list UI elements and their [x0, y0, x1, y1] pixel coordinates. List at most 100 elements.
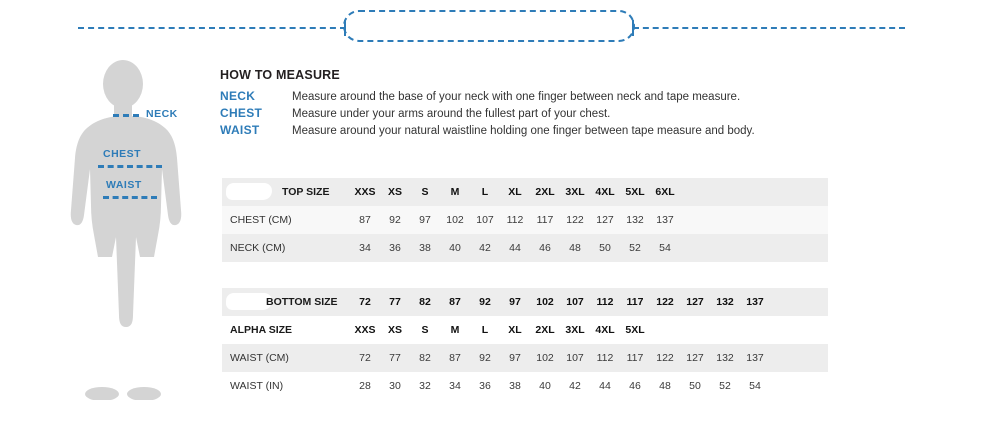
- table-cell: XL: [508, 324, 522, 336]
- table-cell: 46: [629, 380, 641, 392]
- bottom-size-column-header: 132: [716, 296, 734, 308]
- table-cell: 127: [596, 214, 614, 226]
- bottom-size-column-header: 92: [479, 296, 491, 308]
- bottom-size-table: BOTTOM SIZE 72 77 82 87 92 97 102 107 112 117 122 1…: [222, 288, 828, 400]
- table-cell: 50: [689, 380, 701, 392]
- top-size-column-header: 5XL: [625, 186, 645, 198]
- table-cell: 132: [716, 352, 734, 364]
- measure-instruction-row: WAIST Measure around your natural waistl…: [220, 123, 920, 137]
- table-cell: 46: [539, 242, 551, 254]
- table-cell: 52: [629, 242, 641, 254]
- tape-loop-cap-left: [344, 20, 346, 36]
- table-header-row: BOTTOM SIZE 72 77 82 87 92 97 102 107 112 117 122 1…: [222, 288, 828, 316]
- measure-instruction-row: CHEST Measure under your arms around the…: [220, 106, 920, 120]
- top-size-column-header: 6XL: [655, 186, 675, 198]
- measure-term-neck: NECK: [220, 89, 256, 103]
- top-size-column-header: XXS: [354, 186, 376, 198]
- waist-measure-line: [103, 196, 157, 199]
- row-label-alpha-size: ALPHA SIZE: [230, 324, 293, 336]
- table-cell: 117: [536, 214, 554, 226]
- table-cell: 54: [749, 380, 761, 392]
- table-cell: 107: [476, 214, 494, 226]
- table-cell: 82: [419, 352, 431, 364]
- table-cell: 137: [746, 352, 764, 364]
- table-cell: 34: [359, 242, 371, 254]
- top-size-column-header: 4XL: [595, 186, 615, 198]
- top-size-column-header: XS: [387, 186, 402, 198]
- table-cell: 72: [359, 352, 371, 364]
- table-cell: 42: [569, 380, 581, 392]
- table-cell: 77: [389, 352, 401, 364]
- table-cell: 2XL: [535, 324, 555, 336]
- table-cell: 40: [539, 380, 551, 392]
- table-cell: 36: [389, 242, 401, 254]
- measure-desc-chest: Measure under your arms around the fulle…: [292, 108, 611, 120]
- bottom-size-column-header: 102: [536, 296, 554, 308]
- bottom-size-column-header: 77: [389, 296, 401, 308]
- bottom-size-column-header: 127: [686, 296, 704, 308]
- table-cell: 117: [626, 352, 644, 364]
- table-row: ALPHA SIZE XXS XS S M L XL 2XL 3XL 4XL 5XL: [222, 316, 828, 344]
- tape-measure-graphic: [0, 0, 1000, 56]
- top-size-column-header: L: [481, 186, 489, 198]
- row-label-neck-cm: NECK (CM): [230, 242, 286, 254]
- table-cell: S: [421, 324, 429, 336]
- table-cell: 122: [566, 214, 584, 226]
- tape-loop: [343, 10, 635, 42]
- table-cell: 30: [389, 380, 401, 392]
- table-cell: 48: [569, 242, 581, 254]
- header-notch-decoration: [226, 183, 272, 200]
- top-size-table: TOP SIZE XXS XS S M L XL 2XL 3XL 4XL 5XL 6XL CHEST…: [222, 178, 828, 262]
- top-size-column-header: S: [421, 186, 429, 198]
- top-size-column-header: 3XL: [565, 186, 585, 198]
- bottom-size-column-header: 82: [419, 296, 431, 308]
- waist-label: WAIST: [106, 179, 142, 191]
- bottom-size-column-header: 137: [746, 296, 764, 308]
- table-row: CHEST (CM) 87 92 97 102 107 112 117 122 127 132 13…: [222, 206, 828, 234]
- table-cell: 97: [509, 352, 521, 364]
- row-label-chest-cm: CHEST (CM): [230, 214, 292, 226]
- table-cell: 48: [659, 380, 671, 392]
- top-size-column-header: M: [450, 186, 460, 198]
- top-size-column-header: XL: [508, 186, 522, 198]
- header-notch-decoration: [226, 293, 272, 310]
- silhouette-shape: [70, 60, 182, 400]
- chest-measure-line: [98, 165, 162, 168]
- table-cell: 38: [419, 242, 431, 254]
- table-cell: 34: [449, 380, 461, 392]
- table-cell: 87: [449, 352, 461, 364]
- tape-line-left: [78, 27, 346, 29]
- table-cell: 40: [449, 242, 461, 254]
- table-row: WAIST (CM) 72 77 82 87 92 97 102 107 112 117 122 12…: [222, 344, 828, 372]
- row-label-waist-in: WAIST (IN): [230, 380, 284, 392]
- bottom-size-header-label: BOTTOM SIZE: [266, 296, 338, 308]
- table-header-row: TOP SIZE XXS XS S M L XL 2XL 3XL 4XL 5XL 6XL: [222, 178, 828, 206]
- table-cell: M: [450, 324, 460, 336]
- bottom-size-column-header: 122: [656, 296, 674, 308]
- table-cell: 38: [509, 380, 521, 392]
- table-cell: 102: [536, 352, 554, 364]
- top-size-header-label: TOP SIZE: [282, 186, 330, 198]
- table-cell: XS: [387, 324, 402, 336]
- measure-term-waist: WAIST: [220, 123, 260, 137]
- bottom-size-column-header: 107: [566, 296, 584, 308]
- table-cell: 112: [506, 214, 524, 226]
- neck-label: NECK: [146, 108, 178, 120]
- table-cell: 5XL: [625, 324, 645, 336]
- bottom-size-column-header: 117: [626, 296, 644, 308]
- table-cell: 44: [509, 242, 521, 254]
- table-cell: 32: [419, 380, 431, 392]
- measure-instruction-row: NECK Measure around the base of your nec…: [220, 89, 920, 103]
- table-cell: 122: [656, 352, 674, 364]
- table-cell: 87: [359, 214, 371, 226]
- table-cell: 112: [596, 352, 614, 364]
- table-cell: 132: [626, 214, 644, 226]
- table-cell: 44: [599, 380, 611, 392]
- table-cell: XXS: [354, 324, 376, 336]
- measure-desc-waist: Measure around your natural waistline ho…: [292, 125, 755, 137]
- measure-desc-neck: Measure around the base of your neck wit…: [292, 91, 741, 103]
- table-cell: 137: [656, 214, 674, 226]
- table-cell: 50: [599, 242, 611, 254]
- table-cell: 102: [446, 214, 464, 226]
- bottom-size-column-header: 87: [449, 296, 461, 308]
